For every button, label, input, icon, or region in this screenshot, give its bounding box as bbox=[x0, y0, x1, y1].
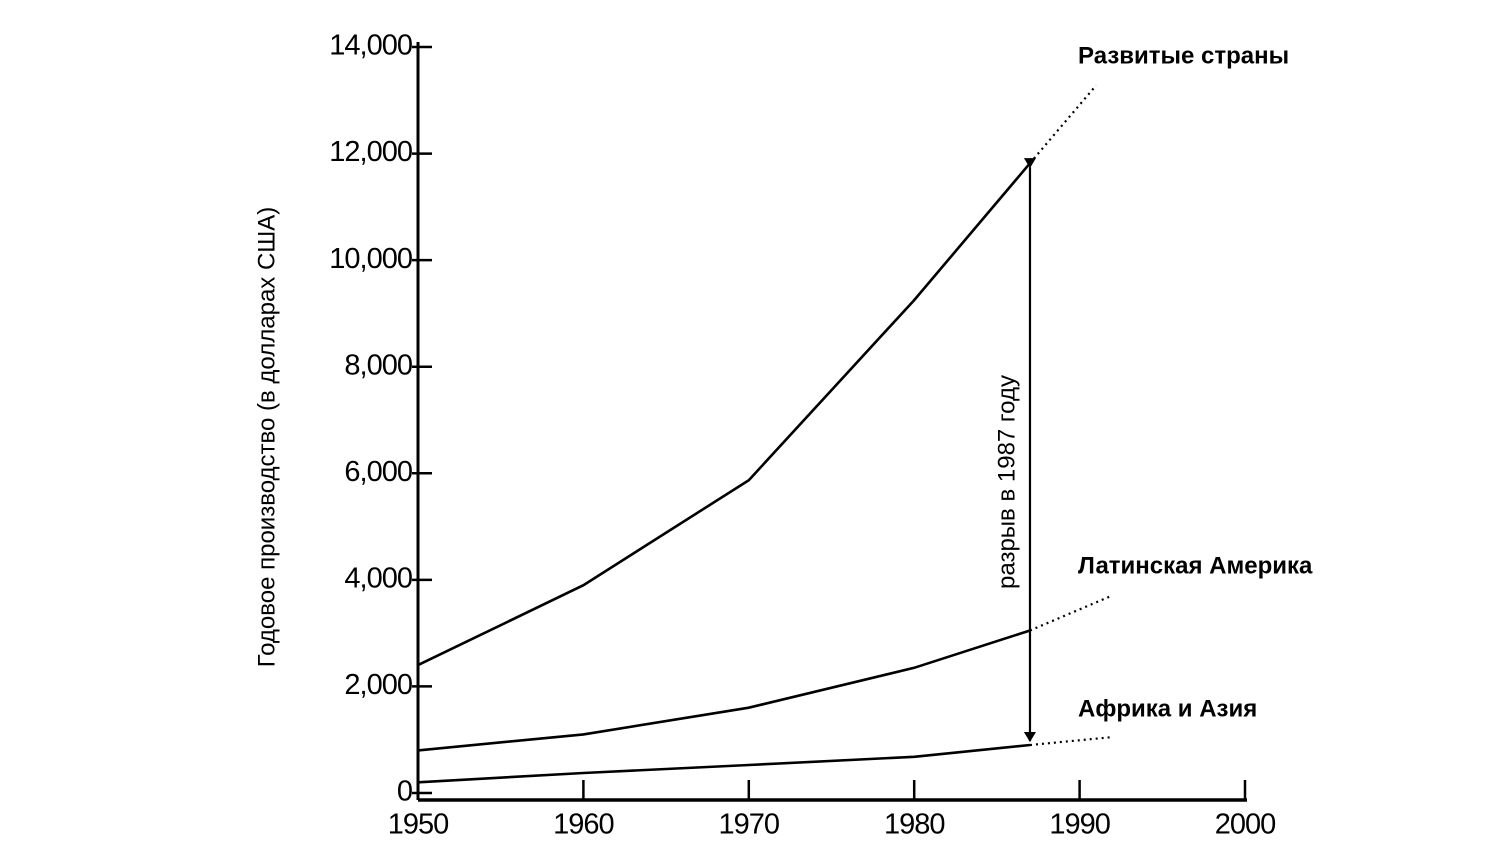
y-tick-label: 0 bbox=[397, 776, 412, 808]
y-tick-label: 14,000 bbox=[329, 30, 412, 62]
projection-line bbox=[1029, 84, 1097, 164]
x-tick-label: 1990 bbox=[1049, 809, 1110, 841]
x-tick-label: 1970 bbox=[719, 809, 780, 841]
series-line bbox=[417, 162, 1031, 667]
series-label: Латинская Америка bbox=[1078, 552, 1313, 579]
series-label: Африка и Азия bbox=[1078, 695, 1257, 722]
y-axis-title: Годовое производство (в долларах США) bbox=[253, 207, 280, 668]
series-line bbox=[417, 629, 1031, 752]
annotation: разрыв в 1987 году bbox=[993, 375, 1020, 589]
projection-line bbox=[1029, 735, 1113, 747]
x-tick-label: 2000 bbox=[1215, 809, 1276, 841]
y-tick-label: 6,000 bbox=[344, 456, 412, 488]
y-tick-label: 4,000 bbox=[344, 563, 412, 595]
y-tick-label: 2,000 bbox=[344, 669, 412, 701]
series-line bbox=[417, 743, 1031, 784]
series-label: Развитые страны bbox=[1078, 42, 1289, 69]
projection-line bbox=[1029, 594, 1114, 632]
y-tick-label: 12,000 bbox=[329, 136, 412, 168]
x-tick-label: 1960 bbox=[553, 809, 614, 841]
x-tick-label: 1980 bbox=[884, 809, 945, 841]
y-tick-label: 8,000 bbox=[344, 349, 412, 381]
x-tick-label: 1950 bbox=[388, 809, 449, 841]
y-tick-label: 10,000 bbox=[329, 243, 412, 275]
